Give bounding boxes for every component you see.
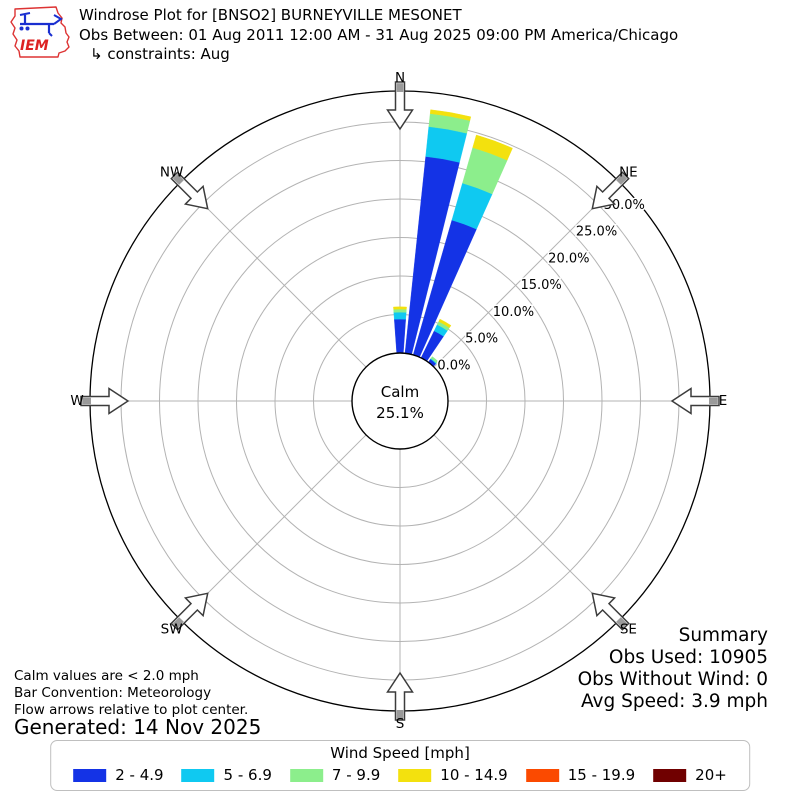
grid-spoke xyxy=(433,181,620,368)
plot-header: Windrose Plot for [BNSO2] BURNEYVILLE ME… xyxy=(79,6,678,65)
legend-item: 20+ xyxy=(653,766,727,784)
wind-bar-segment-0deg-10-14.9 xyxy=(393,306,407,310)
ring-labels: 0.0% 5.0% 10.0% 15.0% 20.0% 25.0% 30.0% xyxy=(436,196,646,374)
generated-timestamp: Generated: 14 Nov 2025 xyxy=(14,715,262,740)
wind-bar-segment-20deg-10-14.9 xyxy=(472,134,513,161)
legend-swatch xyxy=(289,768,323,782)
legend-title: Wind Speed [mph] xyxy=(330,744,470,762)
legend-item: 15 - 19.9 xyxy=(525,766,636,784)
grid-spoke xyxy=(433,434,620,621)
calm-circle xyxy=(351,352,449,450)
weather-station-icon xyxy=(19,12,63,37)
constraints-line: ↳ constraints: Aug xyxy=(90,45,230,63)
summary-avg-speed: Avg Speed: 3.9 mph xyxy=(580,691,768,712)
ring-label-15pct: 15.0% xyxy=(520,278,561,293)
legend-label: 15 - 19.9 xyxy=(567,766,636,784)
legend-label: 5 - 6.9 xyxy=(223,766,272,784)
wind-bar-segment-0deg-5-6.9 xyxy=(393,311,407,320)
iem-logo-text: IEM xyxy=(20,38,49,54)
flow-arrow-tail xyxy=(82,397,91,405)
wind-bars xyxy=(393,109,513,367)
summary-obs-used: Obs Used: 10905 xyxy=(608,647,768,668)
convention-note: Bar Convention: Meteorology xyxy=(14,684,212,701)
grid-ring-20pct xyxy=(197,198,603,604)
compass-label-nw: NW xyxy=(160,165,183,181)
compass-label-e: E xyxy=(719,393,728,409)
legend-swatch xyxy=(653,768,687,782)
compass-label-se: SE xyxy=(620,621,637,637)
flow-arrow-tail xyxy=(172,173,184,185)
flow-arrow-tail xyxy=(616,173,628,185)
flow-arrow-icon xyxy=(386,81,414,131)
ring-label-30pct: 30.0% xyxy=(604,198,645,213)
arrows-note: Flow arrows relative to plot center. xyxy=(14,701,249,718)
legend-item: 10 - 14.9 xyxy=(398,766,508,784)
compass-label-sw: SW xyxy=(161,621,183,637)
flow-arrow-tail xyxy=(396,83,404,92)
iem-logo: IEM xyxy=(10,6,70,58)
grid-ring-15pct xyxy=(236,237,564,565)
wind-bar-segment-10deg-10-14.9 xyxy=(429,109,472,121)
legend-item: 5 - 6.9 xyxy=(181,766,272,784)
wind-bar-segment-0deg-7-9.9 xyxy=(393,308,407,313)
grid-spoke xyxy=(180,181,367,368)
wind-bar-segment-40deg-7-9.9 xyxy=(430,356,439,364)
grid-ring-25pct xyxy=(159,160,641,642)
calm-label: Calm xyxy=(381,383,419,401)
calm-note: Calm values are < 2.0 mph xyxy=(14,668,199,684)
compass-label-ne: NE xyxy=(619,165,638,181)
legend-swatch xyxy=(73,768,107,782)
summary-title: Summary xyxy=(678,625,768,646)
flow-arrow-icon xyxy=(80,387,130,415)
legend-item: 7 - 9.9 xyxy=(289,766,381,784)
legend-label: 20+ xyxy=(695,766,727,784)
ring-label-20pct: 20.0% xyxy=(548,251,589,266)
compass-label-w: W xyxy=(70,393,83,409)
flow-arrow-tail xyxy=(709,397,718,405)
calm-percentage: 25.1% xyxy=(376,404,424,422)
summary-block: Summary Obs Used: 10905 Obs Without Wind… xyxy=(578,625,768,713)
legend-swatch xyxy=(525,768,559,782)
legend-swatch xyxy=(398,768,432,782)
flow-arrow-icon xyxy=(386,671,414,721)
legend-item: 2 - 4.9 xyxy=(73,766,164,784)
summary-obs-without-wind: Obs Without Wind: 0 xyxy=(577,669,768,690)
flow-arrow-tail xyxy=(396,710,404,719)
grid-ring-10pct xyxy=(274,275,526,527)
obs-range-subtitle: Obs Between: 01 Aug 2011 12:00 AM - 31 A… xyxy=(79,25,679,44)
ring-label-25pct: 25.0% xyxy=(576,225,617,240)
flow-arrow-icon xyxy=(670,387,720,415)
ring-label-10pct: 10.0% xyxy=(493,305,534,320)
page-title: Windrose Plot for [BNSO2] BURNEYVILLE ME… xyxy=(79,6,462,24)
compass-label-s: S xyxy=(396,716,405,732)
grid-spoke xyxy=(180,434,367,621)
compass-label-n: N xyxy=(395,70,405,86)
flow-arrow-tail xyxy=(172,617,184,629)
footnotes-block: Calm values are < 2.0 mph Bar Convention… xyxy=(14,668,262,740)
ring-label-0pct: 0.0% xyxy=(437,358,470,373)
legend-label: 2 - 4.9 xyxy=(115,766,164,784)
compass-arrows xyxy=(80,81,720,721)
wind-bar-segment-0deg-2-4.9 xyxy=(394,318,406,354)
compass-labels: N NE E SE S SW W NW xyxy=(70,70,727,732)
ring-label-5pct: 5.0% xyxy=(465,332,498,347)
legend-label: 7 - 9.9 xyxy=(331,766,381,784)
legend-label: 10 - 14.9 xyxy=(440,766,508,784)
flow-arrow-tail xyxy=(616,617,628,629)
legend-items: 2 - 4.9 5 - 6.9 7 - 9.9 10 - 14.9 15 - 19.9 2… xyxy=(64,766,736,784)
wind-speed-legend: Wind Speed [mph] 2 - 4.9 5 - 6.9 7 - 9.9 10… xyxy=(50,740,750,791)
wind-bar-segment-30deg-10-14.9 xyxy=(438,318,452,328)
legend-swatch xyxy=(181,768,215,782)
